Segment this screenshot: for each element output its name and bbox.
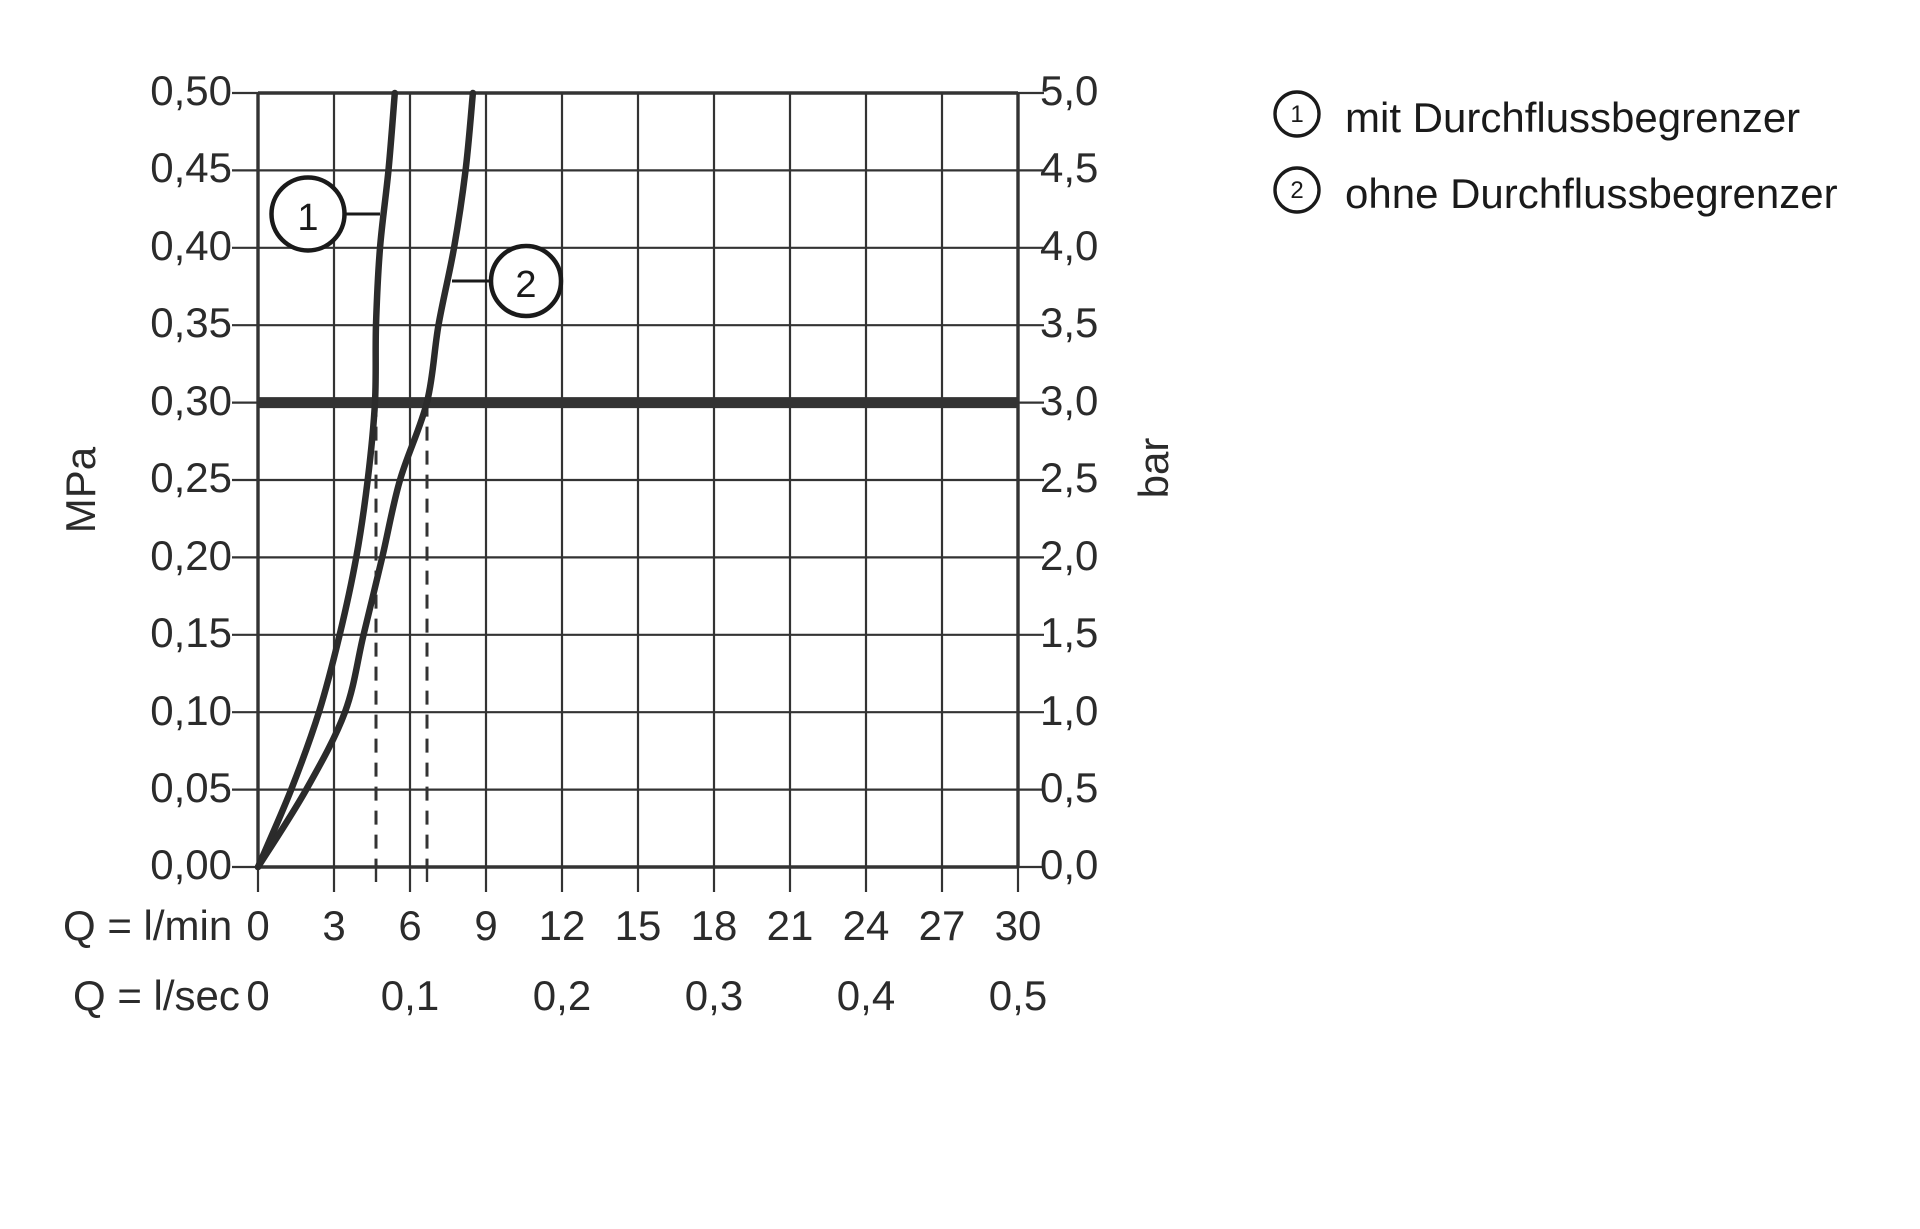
svg-text:4,5: 4,5 (1040, 144, 1098, 191)
svg-text:9: 9 (474, 902, 497, 949)
svg-text:3: 3 (322, 902, 345, 949)
svg-text:5,0: 5,0 (1040, 67, 1098, 114)
svg-text:0,35: 0,35 (150, 299, 232, 346)
svg-text:0,5: 0,5 (989, 972, 1047, 1019)
svg-text:Q = l/sec: Q = l/sec (73, 972, 240, 1019)
svg-text:0,10: 0,10 (150, 687, 232, 734)
svg-text:0,1: 0,1 (381, 972, 439, 1019)
svg-text:mit Durchflussbegrenzer: mit Durchflussbegrenzer (1345, 94, 1800, 141)
svg-text:0,20: 0,20 (150, 532, 232, 579)
svg-text:0,3: 0,3 (685, 972, 743, 1019)
svg-text:1,0: 1,0 (1040, 687, 1098, 734)
svg-text:6: 6 (398, 902, 421, 949)
svg-text:30: 30 (995, 902, 1042, 949)
svg-text:3,0: 3,0 (1040, 377, 1098, 424)
svg-text:3,5: 3,5 (1040, 299, 1098, 346)
svg-text:0,45: 0,45 (150, 144, 232, 191)
svg-text:1: 1 (297, 197, 318, 239)
svg-text:2: 2 (1290, 177, 1303, 204)
svg-text:0,50: 0,50 (150, 67, 232, 114)
svg-text:0: 0 (246, 902, 269, 949)
svg-text:2,5: 2,5 (1040, 454, 1098, 501)
svg-text:18: 18 (691, 902, 738, 949)
svg-text:21: 21 (767, 902, 814, 949)
svg-text:1: 1 (1290, 101, 1303, 128)
svg-text:2,0: 2,0 (1040, 532, 1098, 579)
svg-text:24: 24 (843, 902, 890, 949)
svg-text:0,15: 0,15 (150, 609, 232, 656)
svg-text:0,2: 0,2 (533, 972, 591, 1019)
svg-text:Q = l/min: Q = l/min (63, 902, 232, 949)
svg-text:27: 27 (919, 902, 966, 949)
svg-text:0,25: 0,25 (150, 454, 232, 501)
svg-text:0,30: 0,30 (150, 377, 232, 424)
svg-text:0,5: 0,5 (1040, 764, 1098, 811)
svg-text:ohne Durchflussbegrenzer: ohne Durchflussbegrenzer (1345, 170, 1838, 217)
svg-text:15: 15 (615, 902, 662, 949)
svg-text:bar: bar (1130, 438, 1177, 499)
svg-text:12: 12 (539, 902, 586, 949)
svg-text:1,5: 1,5 (1040, 609, 1098, 656)
svg-text:0: 0 (246, 972, 269, 1019)
svg-text:2: 2 (515, 264, 536, 306)
svg-text:0,00: 0,00 (150, 841, 232, 888)
svg-text:0,0: 0,0 (1040, 841, 1098, 888)
svg-text:MPa: MPa (57, 446, 104, 533)
svg-text:4,0: 4,0 (1040, 222, 1098, 269)
svg-text:0,05: 0,05 (150, 764, 232, 811)
svg-text:0,4: 0,4 (837, 972, 895, 1019)
svg-text:0,40: 0,40 (150, 222, 232, 269)
